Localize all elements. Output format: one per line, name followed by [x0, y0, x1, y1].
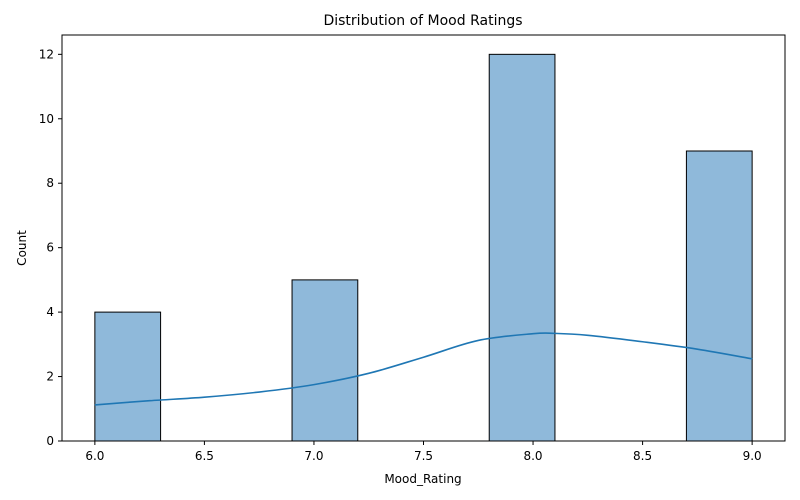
- bars-layer: [94, 53, 753, 442]
- histogram-bar: [488, 53, 556, 442]
- y-tick-label: 4: [46, 305, 54, 319]
- y-tick-label: 8: [46, 176, 54, 190]
- y-tick-label: 12: [39, 47, 54, 61]
- x-axis: 6.0 6.5 7.0 7.5 8.0 8.5 9.0: [85, 441, 762, 463]
- plot-frame: [61, 34, 786, 442]
- y-tick-label: 0: [46, 434, 54, 448]
- histogram-bar: [291, 279, 359, 442]
- kde-line: [94, 332, 753, 406]
- y-tick-label: 10: [39, 112, 54, 126]
- x-tick-label: 6.0: [85, 449, 104, 463]
- y-axis-title: Count: [15, 230, 29, 266]
- x-tick-label: 9.0: [743, 449, 762, 463]
- x-tick-label: 7.5: [414, 449, 433, 463]
- kde-layer: [94, 332, 753, 406]
- x-tick-label: 8.0: [523, 449, 542, 463]
- chart-title: Distribution of Mood Ratings: [323, 13, 522, 29]
- x-tick-label: 8.5: [633, 449, 652, 463]
- histogram-bar: [685, 150, 753, 442]
- x-tick-label: 6.5: [195, 449, 214, 463]
- histogram-bar: [94, 311, 162, 442]
- y-tick-label: 2: [46, 370, 54, 384]
- y-axis: 0 2 4 6 8 10 12: [39, 47, 62, 448]
- x-axis-title: Mood_Rating: [384, 472, 461, 486]
- x-tick-label: 7.0: [304, 449, 323, 463]
- y-tick-label: 6: [46, 241, 54, 255]
